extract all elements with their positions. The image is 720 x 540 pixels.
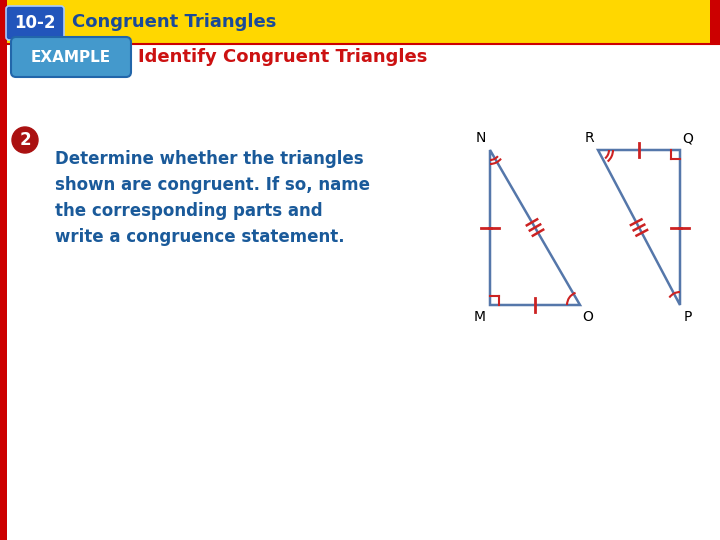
Text: Q: Q [683,131,693,145]
FancyBboxPatch shape [11,37,131,77]
Text: write a congruence statement.: write a congruence statement. [55,228,345,246]
Text: Congruent Triangles: Congruent Triangles [72,13,276,31]
Text: M: M [474,310,486,324]
Text: the corresponding parts and: the corresponding parts and [55,202,323,220]
Bar [0,0,7,44]
Bar [0,0,720,44]
Text: EXAMPLE: EXAMPLE [31,50,111,64]
Circle shape [12,127,38,153]
Text: Determine whether the triangles: Determine whether the triangles [55,150,364,168]
Text: O: O [582,310,593,324]
FancyBboxPatch shape [6,6,64,40]
Text: 10-2: 10-2 [14,14,55,32]
Text: shown are congruent. If so, name: shown are congruent. If so, name [55,176,370,194]
Text: P: P [684,310,692,324]
Text: Identify Congruent Triangles: Identify Congruent Triangles [138,48,428,66]
Bar [710,0,720,44]
Text: N: N [476,131,486,145]
Text: R: R [584,131,594,145]
Bar [0,44,7,540]
Text: 2: 2 [19,131,31,149]
